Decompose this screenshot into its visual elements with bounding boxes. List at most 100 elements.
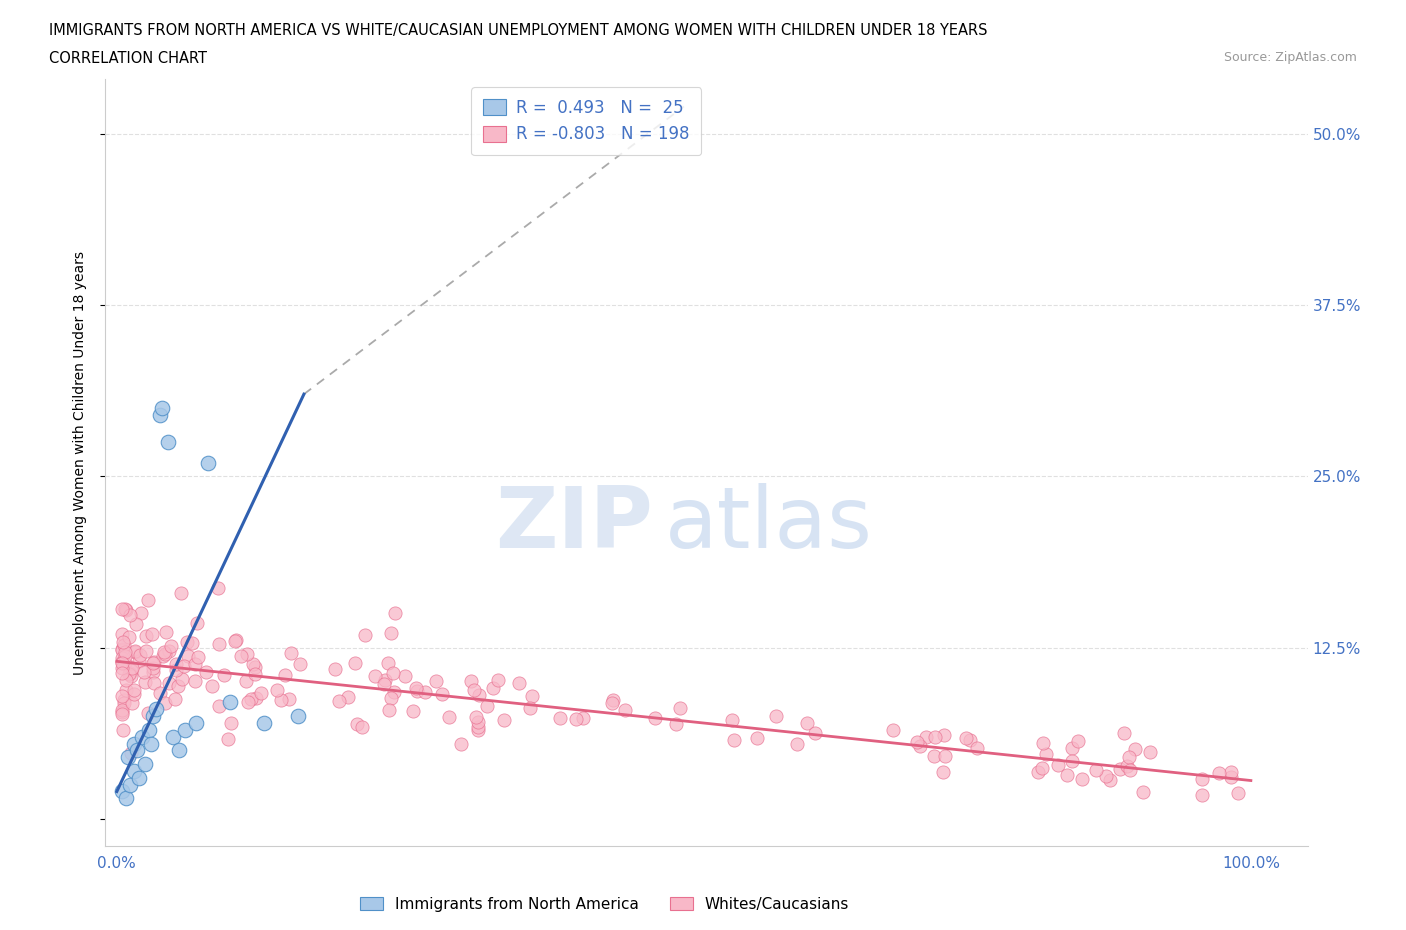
Point xyxy=(111,661,134,676)
Point xyxy=(176,649,198,664)
Point xyxy=(323,661,346,676)
Point xyxy=(128,647,150,662)
Point xyxy=(117,750,139,764)
Point xyxy=(364,669,387,684)
Point xyxy=(908,738,931,753)
Point xyxy=(236,695,259,710)
Point xyxy=(118,667,141,682)
Point xyxy=(1031,761,1053,776)
Point xyxy=(467,687,489,702)
Point xyxy=(207,580,229,595)
Point xyxy=(377,656,399,671)
Point xyxy=(121,696,143,711)
Point xyxy=(111,784,134,799)
Point xyxy=(114,656,136,671)
Point xyxy=(111,707,134,722)
Point xyxy=(142,660,165,675)
Point xyxy=(124,687,146,702)
Point xyxy=(250,685,273,700)
Point xyxy=(467,720,489,735)
Point xyxy=(287,709,309,724)
Text: CORRELATION CHART: CORRELATION CHART xyxy=(49,51,207,66)
Point xyxy=(1226,785,1249,800)
Point xyxy=(430,687,453,702)
Point xyxy=(129,605,152,620)
Point xyxy=(114,672,136,687)
Point xyxy=(486,672,509,687)
Point xyxy=(111,704,134,719)
Point xyxy=(915,729,938,744)
Point xyxy=(176,634,198,649)
Point xyxy=(669,701,692,716)
Point xyxy=(1047,758,1070,773)
Point xyxy=(1112,725,1135,740)
Point xyxy=(112,637,135,652)
Point xyxy=(1032,736,1054,751)
Point xyxy=(520,688,543,703)
Point xyxy=(217,731,239,746)
Point xyxy=(786,737,808,751)
Point xyxy=(1118,750,1140,764)
Point xyxy=(450,737,472,751)
Point xyxy=(149,686,172,701)
Point xyxy=(1098,773,1121,788)
Point xyxy=(120,777,142,792)
Point xyxy=(1132,785,1154,800)
Point xyxy=(114,644,136,659)
Point xyxy=(1035,746,1057,761)
Point xyxy=(136,705,159,720)
Point xyxy=(149,407,172,422)
Point xyxy=(382,666,405,681)
Point xyxy=(1191,788,1213,803)
Point xyxy=(665,716,688,731)
Point xyxy=(1070,772,1092,787)
Point xyxy=(111,626,134,641)
Point xyxy=(644,711,666,725)
Point xyxy=(1060,740,1083,755)
Point xyxy=(245,691,267,706)
Point xyxy=(439,710,461,724)
Point xyxy=(350,720,373,735)
Point xyxy=(1109,762,1132,777)
Point xyxy=(508,675,530,690)
Point xyxy=(135,644,157,658)
Point xyxy=(571,711,593,725)
Point xyxy=(111,634,134,649)
Point xyxy=(114,683,136,698)
Point xyxy=(139,737,162,751)
Point xyxy=(208,637,231,652)
Text: Source: ZipAtlas.com: Source: ZipAtlas.com xyxy=(1223,51,1357,64)
Point xyxy=(111,655,134,670)
Point xyxy=(120,666,142,681)
Point xyxy=(142,709,165,724)
Point xyxy=(197,456,219,471)
Point xyxy=(1219,770,1241,785)
Point xyxy=(765,709,787,724)
Point xyxy=(115,603,138,618)
Point xyxy=(152,648,174,663)
Point xyxy=(494,712,516,727)
Point xyxy=(132,665,155,680)
Point xyxy=(1067,734,1090,749)
Point xyxy=(184,673,207,688)
Point xyxy=(111,702,134,717)
Point xyxy=(374,672,396,687)
Point xyxy=(166,678,188,693)
Point xyxy=(959,732,981,747)
Point xyxy=(380,691,402,706)
Text: ZIP: ZIP xyxy=(495,483,652,565)
Point xyxy=(201,678,224,693)
Point xyxy=(172,672,194,687)
Point xyxy=(481,681,503,696)
Point xyxy=(111,666,134,681)
Point xyxy=(122,764,145,778)
Point xyxy=(460,673,482,688)
Point xyxy=(118,607,141,622)
Point xyxy=(406,684,429,699)
Point xyxy=(111,723,134,737)
Point xyxy=(162,729,184,744)
Point xyxy=(184,657,207,671)
Point xyxy=(136,592,159,607)
Point xyxy=(245,667,267,682)
Point xyxy=(464,710,486,724)
